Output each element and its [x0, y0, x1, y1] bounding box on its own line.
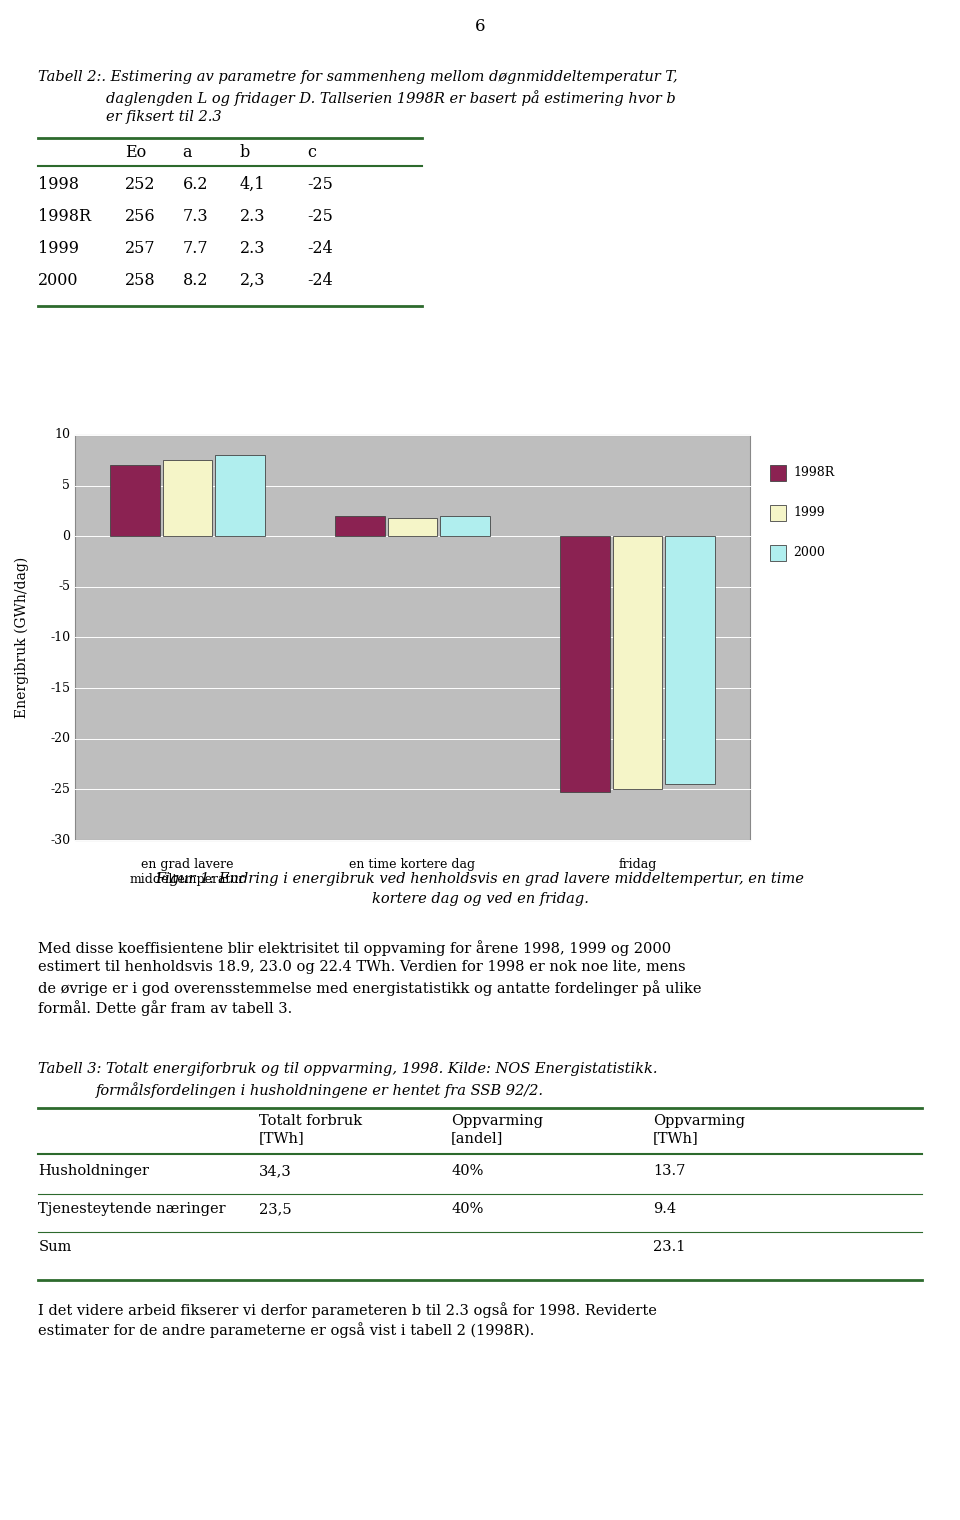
Text: Totalt forbruk: Totalt forbruk — [259, 1114, 362, 1128]
Text: [andel]: [andel] — [451, 1131, 504, 1145]
Text: Sum: Sum — [38, 1240, 72, 1254]
Bar — [665, 537, 714, 784]
Text: 2.3: 2.3 — [240, 208, 266, 225]
Text: [TWh]: [TWh] — [653, 1131, 699, 1145]
Text: 23.1: 23.1 — [653, 1240, 685, 1254]
Text: estimert til henholdsvis 18.9, 23.0 og 22.4 TWh. Verdien for 1998 er nok noe lit: estimert til henholdsvis 18.9, 23.0 og 2… — [38, 961, 686, 974]
Text: 2.3: 2.3 — [240, 240, 266, 257]
Text: 7.7: 7.7 — [182, 240, 208, 257]
Text: -5: -5 — [59, 581, 70, 593]
Text: formål. Dette går fram av tabell 3.: formål. Dette går fram av tabell 3. — [38, 1000, 293, 1015]
Bar — [388, 518, 437, 537]
Text: 1998R: 1998R — [794, 467, 835, 479]
Text: 10: 10 — [54, 429, 70, 441]
Text: Energibruk (GWh/dag): Energibruk (GWh/dag) — [15, 556, 30, 717]
Text: -10: -10 — [50, 631, 70, 644]
Text: a: a — [182, 144, 192, 161]
Text: kortere dag og ved en fridag.: kortere dag og ved en fridag. — [372, 892, 588, 906]
Text: 1999: 1999 — [38, 240, 80, 257]
Text: 0: 0 — [62, 530, 70, 543]
Text: -25: -25 — [307, 176, 333, 193]
Text: 1998R: 1998R — [38, 208, 91, 225]
Text: [TWh]: [TWh] — [259, 1131, 305, 1145]
Bar — [335, 515, 385, 537]
Text: 13.7: 13.7 — [653, 1164, 685, 1178]
Text: 2000: 2000 — [38, 272, 79, 289]
Text: Tabell 2:. Estimering av parametre for sammenheng mellom døgnmiddeltemperatur T,: Tabell 2:. Estimering av parametre for s… — [38, 70, 678, 84]
Text: -24: -24 — [307, 272, 333, 289]
Text: Tabell 3: Totalt energiforbruk og til oppvarming, 1998. Kilde: NOS Energistatist: Tabell 3: Totalt energiforbruk og til op… — [38, 1062, 658, 1076]
Text: 40%: 40% — [451, 1202, 484, 1216]
Text: er fiksert til 2.3: er fiksert til 2.3 — [106, 109, 221, 125]
Text: 257: 257 — [125, 240, 156, 257]
Text: 6: 6 — [475, 18, 485, 35]
Bar — [110, 465, 159, 537]
Text: c: c — [307, 144, 316, 161]
Text: b: b — [240, 144, 251, 161]
Text: 5: 5 — [62, 479, 70, 492]
Text: 252: 252 — [125, 176, 156, 193]
Text: -24: -24 — [307, 240, 333, 257]
Text: 2000: 2000 — [794, 547, 826, 559]
Bar — [770, 465, 786, 480]
Text: 2,3: 2,3 — [240, 272, 266, 289]
Text: I det videre arbeid fikserer vi derfor parameteren b til 2.3 også for 1998. Revi: I det videre arbeid fikserer vi derfor p… — [38, 1303, 658, 1318]
Text: daglengden L og fridager D. Tallserien 1998R er basert på estimering hvor b: daglengden L og fridager D. Tallserien 1… — [106, 90, 675, 106]
Text: 34,3: 34,3 — [259, 1164, 292, 1178]
Text: Figur 1: Endring i energibruk ved henholdsvis en grad lavere middeltempertur, en: Figur 1: Endring i energibruk ved henhol… — [156, 872, 804, 886]
Text: -15: -15 — [50, 681, 70, 695]
Bar — [612, 537, 662, 789]
Text: en grad lavere
middeltemperatur: en grad lavere middeltemperatur — [130, 857, 245, 886]
Text: Med disse koeffisientene blir elektrisitet til oppvaming for årene 1998, 1999 og: Med disse koeffisientene blir elektrisit… — [38, 939, 672, 956]
Text: 1999: 1999 — [794, 506, 826, 520]
Text: fridag: fridag — [618, 857, 657, 871]
Text: Tjenesteytende næringer: Tjenesteytende næringer — [38, 1202, 226, 1216]
Text: 1998: 1998 — [38, 176, 80, 193]
Text: -20: -20 — [50, 733, 70, 745]
Text: Eo: Eo — [125, 144, 146, 161]
Text: en time kortere dag: en time kortere dag — [349, 857, 475, 871]
Text: 40%: 40% — [451, 1164, 484, 1178]
Bar — [770, 505, 786, 521]
Text: Husholdninger: Husholdninger — [38, 1164, 150, 1178]
Text: -25: -25 — [307, 208, 333, 225]
Bar — [75, 435, 750, 841]
Text: estimater for de andre parameterne er også vist i tabell 2 (1998R).: estimater for de andre parameterne er og… — [38, 1322, 535, 1338]
Text: 6.2: 6.2 — [182, 176, 208, 193]
Text: 23,5: 23,5 — [259, 1202, 292, 1216]
Text: 9.4: 9.4 — [653, 1202, 676, 1216]
Text: 8.2: 8.2 — [182, 272, 208, 289]
Bar — [770, 546, 786, 561]
Text: Oppvarming: Oppvarming — [451, 1114, 543, 1128]
Bar — [163, 461, 212, 537]
Text: 258: 258 — [125, 272, 156, 289]
Bar — [441, 515, 490, 537]
Text: 7.3: 7.3 — [182, 208, 208, 225]
Text: 256: 256 — [125, 208, 156, 225]
Bar — [215, 456, 265, 537]
Text: Oppvarming: Oppvarming — [653, 1114, 745, 1128]
Text: -25: -25 — [50, 783, 70, 796]
Text: 4,1: 4,1 — [240, 176, 266, 193]
Bar — [561, 537, 610, 792]
Text: formålsfordelingen i husholdningene er hentet fra SSB 92/2.: formålsfordelingen i husholdningene er h… — [96, 1082, 544, 1097]
Text: de øvrige er i god overensstemmelse med energistatistikk og antatte fordelinger : de øvrige er i god overensstemmelse med … — [38, 980, 702, 996]
Text: -30: -30 — [50, 833, 70, 847]
